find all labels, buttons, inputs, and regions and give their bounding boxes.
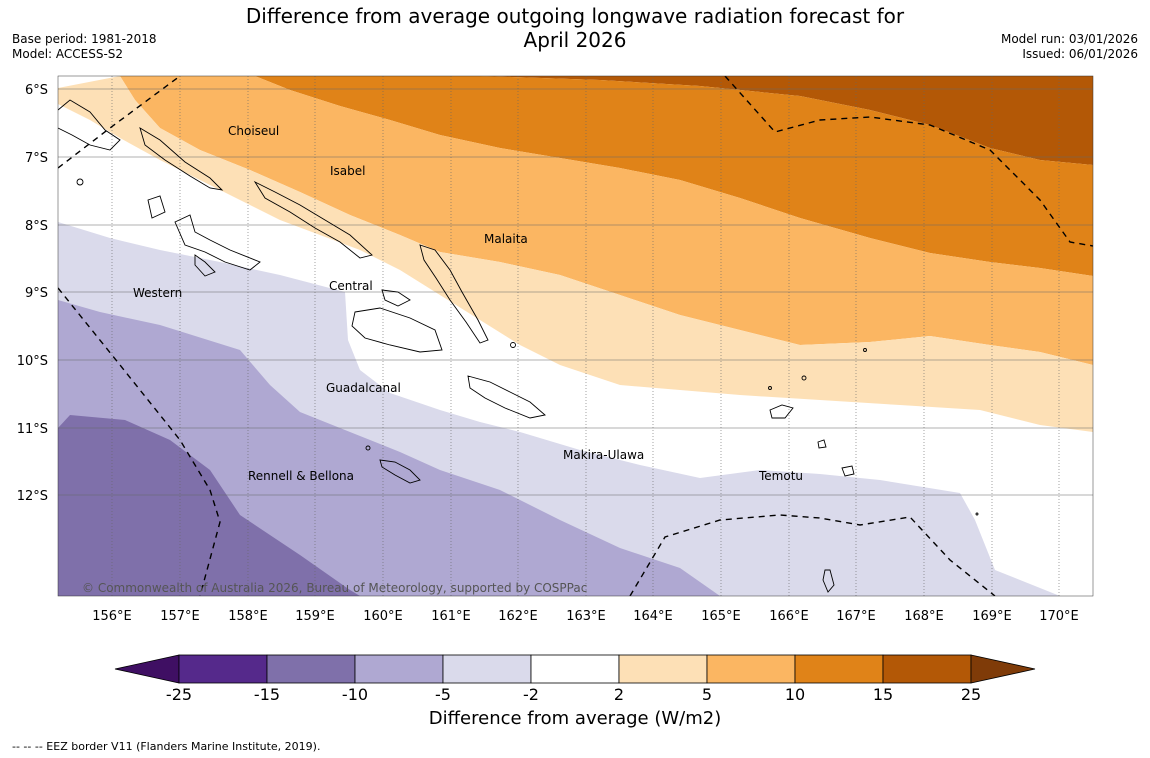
region-label: Choiseul	[228, 124, 279, 138]
island-small-5	[76, 178, 84, 186]
island-guadalcanal	[351, 307, 443, 353]
lon-tick-label: 158°E	[228, 609, 268, 624]
lon-tick-label: 161°E	[431, 609, 471, 624]
colorbar-tick-label: -2	[523, 685, 539, 704]
colorbar-swatch	[794, 654, 884, 684]
lon-tick-label: 168°E	[904, 609, 944, 624]
colorbar-swatch	[618, 654, 708, 684]
band-minus15-minus10	[58, 415, 360, 596]
band-10-15	[255, 76, 1093, 276]
colorbar-swatch	[882, 654, 972, 684]
colorbar-tick-label: -5	[435, 685, 451, 704]
lat-tick-label: 9°S	[25, 286, 48, 301]
lon-tick-label: 160°E	[363, 609, 403, 624]
base-period: Base period: 1981-2018	[12, 32, 157, 46]
lat-tick-label: 7°S	[25, 151, 48, 166]
copyright-notice: © Commonwealth of Australia 2026, Bureau…	[82, 581, 587, 595]
band-15-25	[480, 76, 1093, 165]
lat-tick-label: 8°S	[25, 219, 48, 234]
island-isabel	[253, 180, 373, 259]
colorbar-swatch	[354, 654, 444, 684]
region-label: Rennell & Bellona	[248, 469, 354, 483]
colorbar-swatch	[266, 654, 356, 684]
region-labels: Choiseul Isabel Malaita Western Central …	[133, 124, 803, 483]
island-vanikoro	[841, 465, 855, 477]
colorbar-tick-label: 2	[614, 685, 624, 704]
lon-tick-label: 159°E	[295, 609, 335, 624]
region-label: Isabel	[330, 164, 365, 178]
island-small-1	[801, 375, 807, 381]
issued-date: Issued: 06/01/2026	[1022, 47, 1138, 61]
colorbar: -25 -15 -10 -5 -2 2 5 10 15 25	[114, 654, 1036, 704]
region-label: Central	[329, 279, 373, 293]
island-makira	[467, 375, 546, 419]
eez-footnote: -- -- -- EEZ border V11 (Flanders Marine…	[12, 740, 321, 753]
island-small-7	[365, 445, 371, 451]
region-label: Makira-Ulawa	[563, 448, 644, 462]
colorbar-tick-label: 10	[785, 685, 805, 704]
colorbar-tick-label: 25	[961, 685, 981, 704]
island-bougainville	[58, 99, 121, 151]
lon-axis: 156°E 157°E 158°E 159°E 160°E 161°E 162°…	[92, 609, 1079, 624]
lon-tick-label: 164°E	[633, 609, 673, 624]
chart-title-line2: April 2026	[523, 28, 627, 52]
region-label: Malaita	[484, 232, 528, 246]
lat-tick-label: 6°S	[25, 83, 48, 98]
eez-border	[58, 76, 1093, 596]
chart-title-line1: Difference from average outgoing longwav…	[245, 4, 905, 28]
lon-tick-label: 163°E	[566, 609, 606, 624]
lon-tick-label: 170°E	[1039, 609, 1079, 624]
island-ranongga	[194, 254, 216, 277]
lat-tick-label: 10°S	[17, 354, 48, 369]
colorbar-label: Difference from average (W/m2)	[428, 708, 722, 729]
colorbar-extend-high	[970, 654, 1036, 684]
colorbar-tick-label: 15	[873, 685, 893, 704]
lat-axis: 6°S 7°S 8°S 9°S 10°S 11°S 12°S	[17, 83, 48, 504]
lon-tick-label: 157°E	[160, 609, 200, 624]
island-new-georgia	[174, 214, 261, 271]
colorbar-tick-label: -15	[254, 685, 280, 704]
island-tikopia	[822, 569, 835, 593]
colorbar-extend-low	[114, 654, 180, 684]
island-florida	[381, 289, 411, 307]
colorbar-tick-label: 5	[702, 685, 712, 704]
island-small-4	[975, 512, 979, 516]
band-5-10	[120, 76, 1093, 365]
model-run: Model run: 03/01/2026	[1000, 32, 1138, 46]
gridlines	[58, 76, 1093, 596]
colorbar-swatch	[706, 654, 796, 684]
island-small-3	[863, 348, 867, 352]
colorbar-swatch	[178, 654, 268, 684]
lat-tick-label: 11°S	[17, 422, 48, 437]
region-label: Western	[133, 286, 182, 300]
island-rennell	[379, 459, 421, 484]
band-2-5	[58, 76, 1093, 432]
lon-tick-label: 166°E	[769, 609, 809, 624]
island-santa-cruz	[769, 404, 794, 419]
lon-tick-label: 156°E	[92, 609, 132, 624]
colorbar-tick-label: -10	[342, 685, 368, 704]
lon-tick-label: 169°E	[972, 609, 1012, 624]
island-vella-lavella	[147, 195, 166, 219]
island-utupua	[817, 439, 827, 449]
lon-tick-label: 162°E	[498, 609, 538, 624]
lon-tick-label: 167°E	[836, 609, 876, 624]
island-malaita	[419, 244, 489, 344]
region-label: Temotu	[758, 469, 803, 483]
lat-tick-label: 12°S	[17, 489, 48, 504]
region-label: Guadalcanal	[326, 381, 401, 395]
colorbar-swatch	[442, 654, 532, 684]
coastlines	[58, 99, 979, 593]
island-choiseul	[139, 127, 224, 191]
colorbar-swatch	[530, 654, 620, 684]
map-frame	[57, 75, 1094, 597]
lon-tick-label: 165°E	[701, 609, 741, 624]
model-name: Model: ACCESS-S2	[12, 47, 124, 61]
map-plot-area	[58, 76, 1093, 596]
island-small-6	[510, 342, 516, 348]
island-small-2	[768, 386, 772, 390]
colorbar-tick-label: -25	[166, 685, 192, 704]
